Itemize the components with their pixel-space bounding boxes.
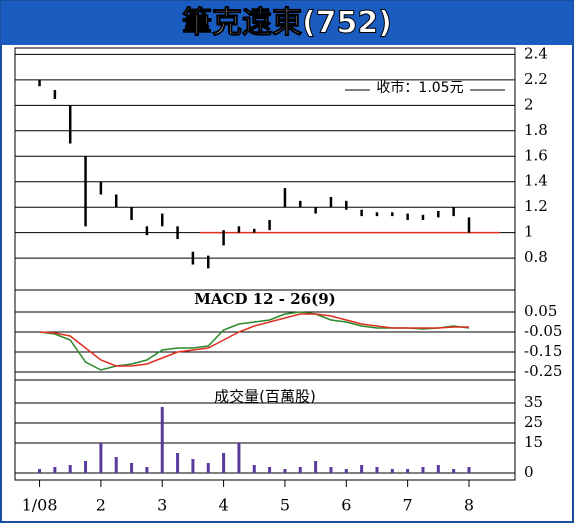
volume-bar: [68, 465, 72, 473]
volume-bar: [390, 469, 394, 473]
x-tick-label: 8: [464, 496, 474, 515]
volume-bar: [114, 457, 118, 473]
volume-bar: [344, 469, 348, 473]
y-tick-label: 2.2: [524, 70, 548, 88]
volume-bar: [268, 467, 272, 473]
volume-bar: [360, 465, 364, 473]
y-tick-label: 15: [524, 433, 543, 451]
volume-bar: [130, 463, 134, 473]
volume-bar: [467, 467, 471, 473]
volume-bar: [222, 453, 226, 473]
volume-bar: [452, 469, 456, 473]
y-tick-label: 1.4: [524, 172, 548, 190]
volume-bar: [38, 469, 42, 473]
y-tick-label: 1.8: [524, 121, 548, 139]
y-tick-label: 1.2: [524, 197, 548, 215]
y-tick-label: 0.8: [524, 248, 548, 266]
volume-bar: [84, 461, 88, 473]
y-tick-label: 1: [524, 223, 534, 241]
volume-bar: [421, 467, 425, 473]
volume-bar: [53, 467, 57, 473]
volume-bar: [145, 467, 149, 473]
volume-bar: [160, 407, 164, 473]
panel-title: 成交量(百萬股): [214, 388, 316, 406]
plot-frame: [14, 47, 516, 481]
title-bar: [1, 1, 573, 45]
volume-bar: [252, 465, 256, 473]
y-tick-label: -0.25: [524, 362, 562, 380]
x-tick-label: 6: [341, 496, 351, 515]
volume-bar: [298, 467, 302, 473]
x-tick-label: 7: [403, 496, 413, 515]
y-tick-label: 0.05: [524, 302, 557, 320]
y-tick-label: 2.4: [524, 44, 548, 62]
chart-title: 筆克遠東(752): [182, 6, 392, 41]
x-tick-label: 5: [280, 496, 290, 515]
y-tick-label: -0.15: [524, 342, 562, 360]
panel-title: MACD 12 - 26(9): [194, 290, 335, 308]
macd-line: [39, 313, 469, 367]
volume-bar: [314, 461, 318, 473]
y-tick-label: -0.05: [524, 322, 562, 340]
volume-bar: [283, 469, 287, 473]
y-tick-label: 35: [524, 393, 543, 411]
y-tick-label: 1.6: [524, 146, 548, 164]
volume-bar: [406, 469, 410, 473]
volume-bar: [99, 443, 103, 473]
x-tick-label: 1/08: [22, 496, 58, 515]
x-tick-label: 3: [157, 496, 167, 515]
y-tick-label: 2: [524, 95, 534, 113]
x-tick-label: 2: [96, 496, 106, 515]
volume-bar: [237, 443, 241, 473]
x-tick-label: 4: [218, 496, 228, 515]
volume-bar: [191, 459, 195, 473]
volume-bar: [206, 463, 210, 473]
y-tick-label: 25: [524, 413, 543, 431]
volume-bar: [375, 467, 379, 473]
volume-bar: [176, 453, 180, 473]
volume-bar: [329, 467, 333, 473]
annotation: 收市：1.05元: [376, 79, 463, 96]
volume-bar: [436, 465, 440, 473]
y-tick-label: 0: [524, 463, 534, 481]
